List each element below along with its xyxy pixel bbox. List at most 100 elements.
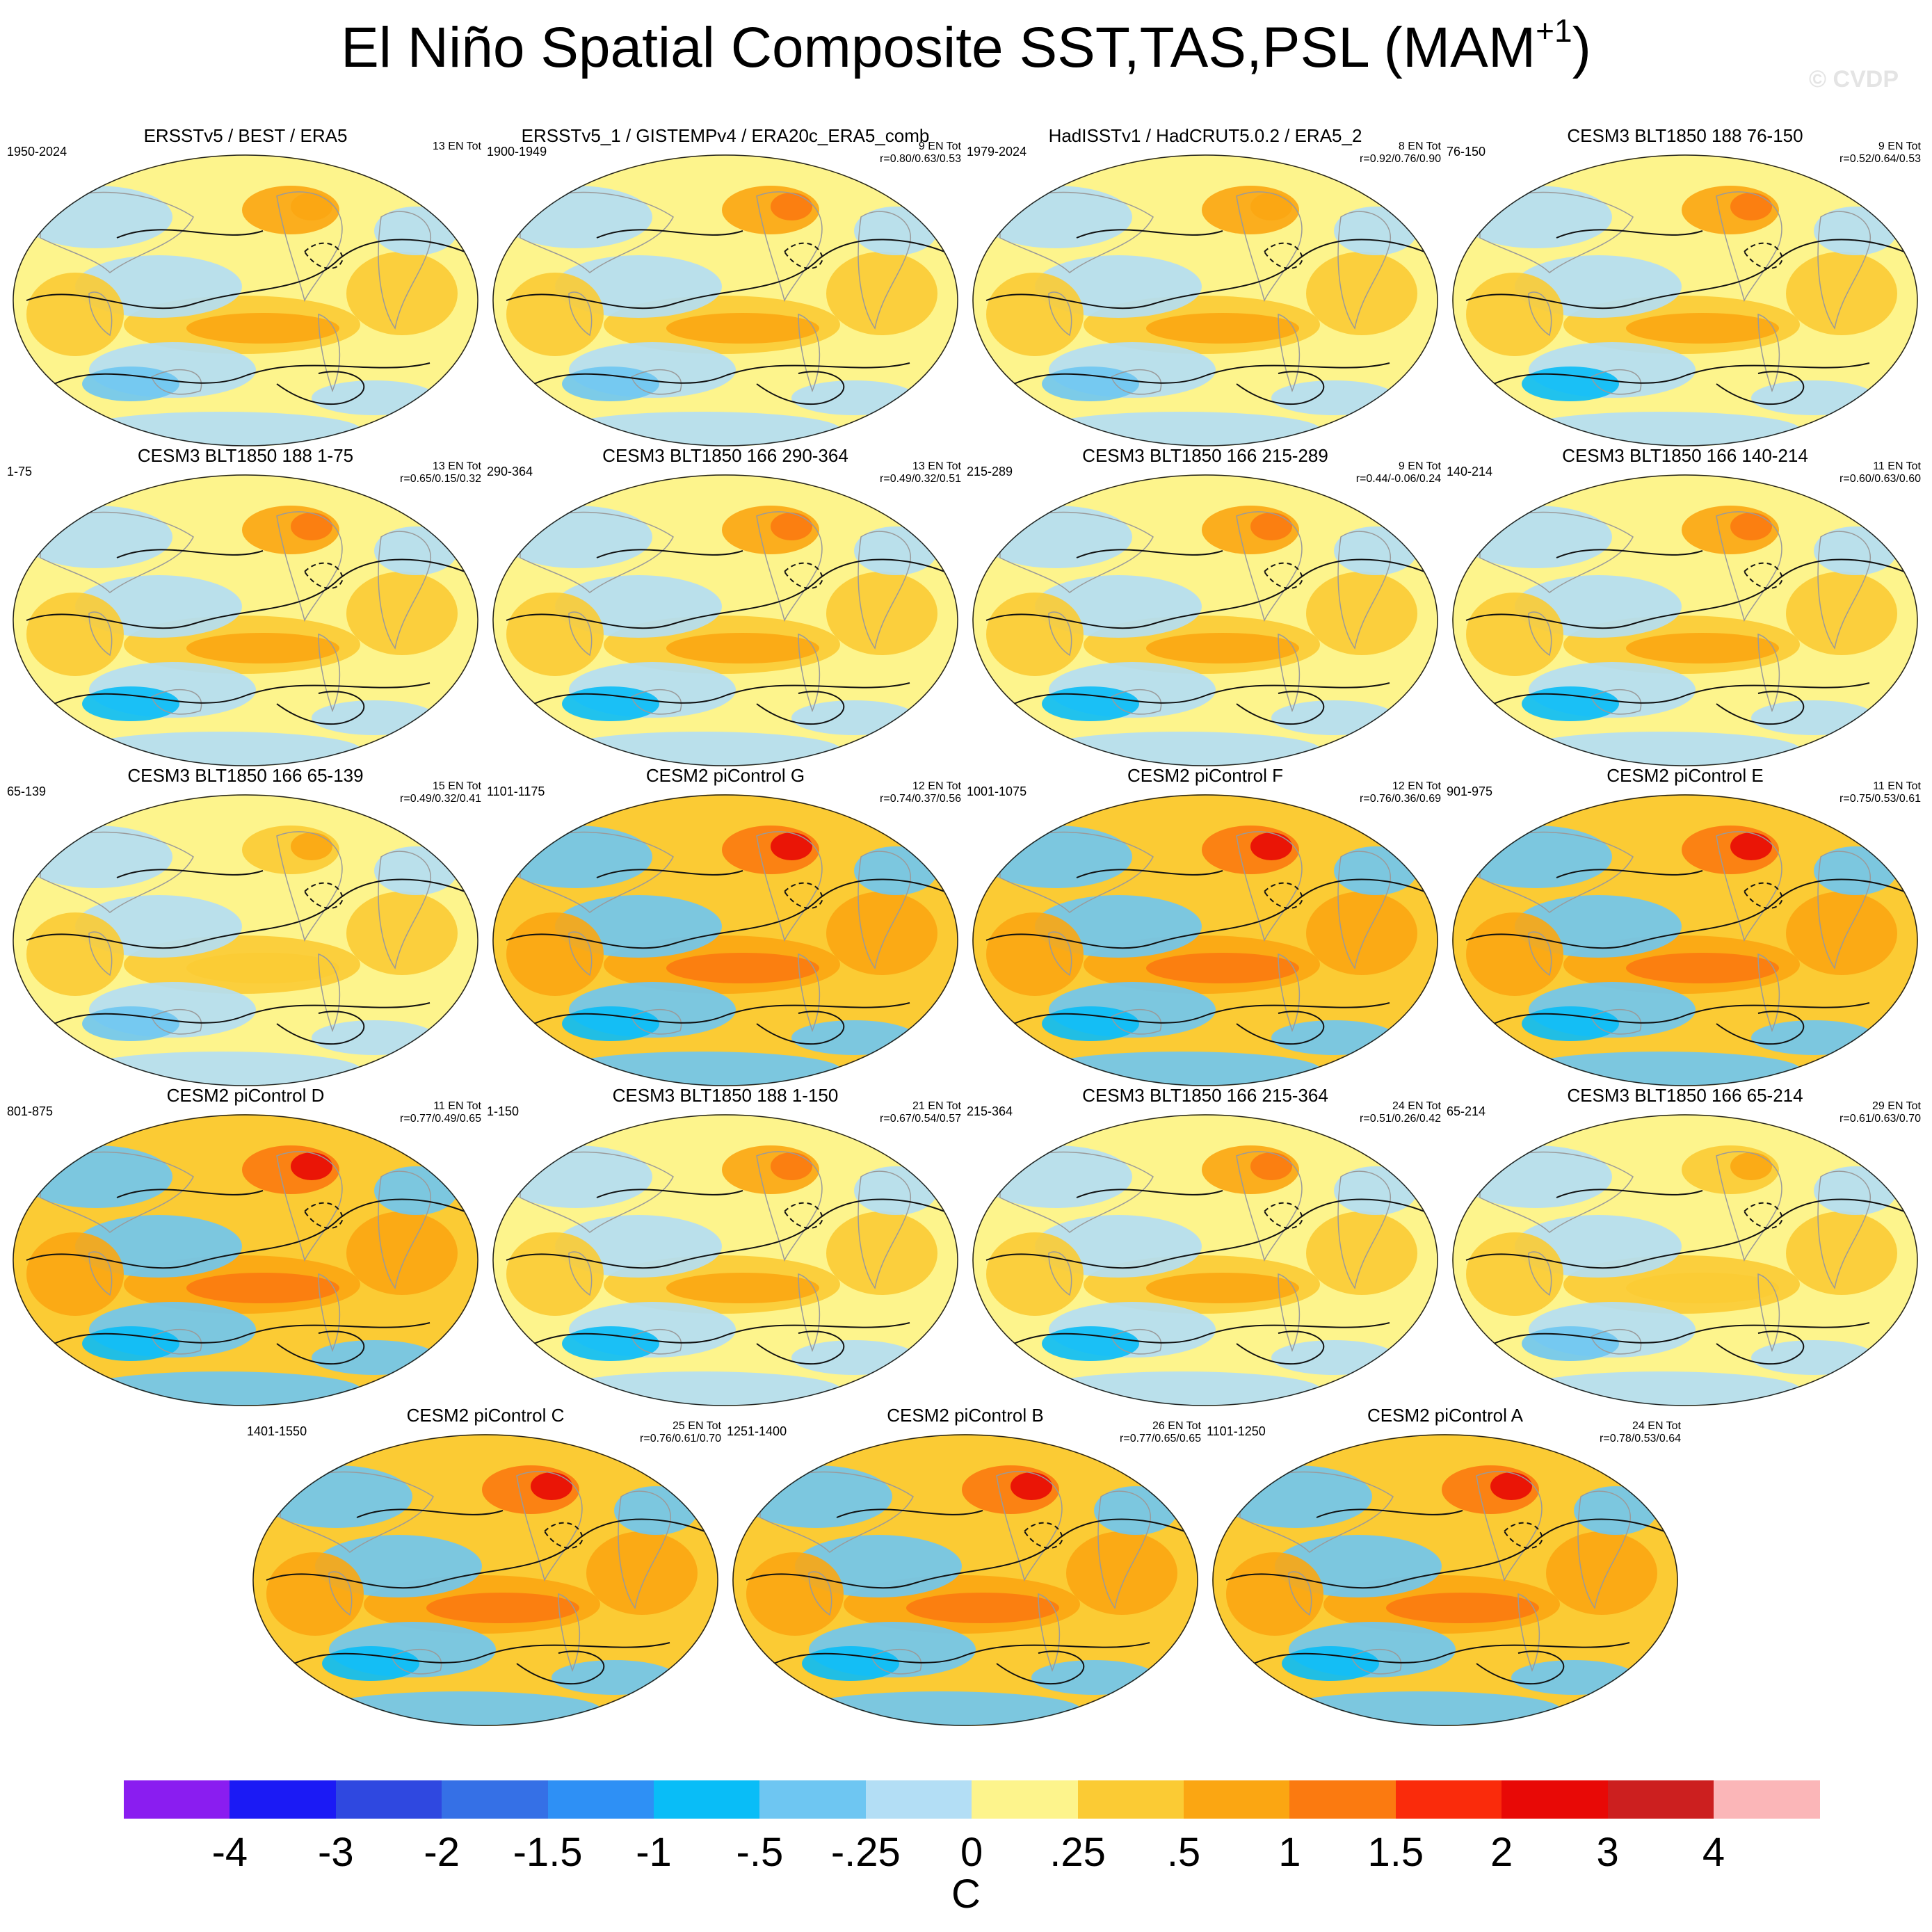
psl-contour	[1493, 1002, 1870, 1024]
anomaly-region	[82, 1052, 360, 1086]
map-border	[732, 1434, 1198, 1726]
psl-contour	[293, 1642, 670, 1664]
coastline	[1716, 191, 1782, 303]
colorbar-tick-label: 0	[960, 1830, 983, 1875]
psl-contour	[1013, 362, 1390, 385]
coastline	[1337, 1170, 1392, 1289]
map-border	[972, 1114, 1438, 1406]
panel-en-total: 26 EN Tot	[1152, 1420, 1201, 1432]
psl-contour-negative	[1264, 882, 1304, 909]
anomaly-region	[1466, 912, 1563, 996]
panel-event-count: 21 EN Tot r=0.67/0.54/0.57	[880, 1100, 961, 1125]
map-border	[972, 794, 1438, 1086]
coastline	[151, 689, 202, 715]
coastline	[1278, 633, 1301, 713]
psl-contour	[836, 1508, 983, 1518]
psl-contour	[533, 1322, 910, 1344]
colorbar-swatch	[335, 1780, 442, 1819]
map-panel: CESM3 BLT1850 166 140-214 140-214 11 EN To…	[1445, 445, 1925, 772]
coastline	[1048, 291, 1072, 337]
map-plot	[492, 474, 958, 766]
anomaly-region	[791, 700, 917, 735]
psl-contour	[1476, 1650, 1565, 1685]
anomaly-region	[186, 953, 339, 983]
map-plot	[1212, 1434, 1678, 1726]
coastline	[520, 1151, 674, 1233]
anomaly-region	[1250, 832, 1292, 860]
psl-contour	[1465, 558, 1905, 629]
anomaly-region	[746, 1552, 844, 1636]
map-border	[1212, 1434, 1678, 1726]
panel-pattern-correlation: r=0.77/0.49/0.65	[400, 1113, 481, 1125]
anomaly-region	[1511, 1660, 1636, 1695]
panel-title: CESM2 piControl F	[1127, 765, 1283, 786]
map-border	[492, 154, 958, 446]
map-plot	[13, 1114, 478, 1406]
coastline	[1337, 211, 1392, 330]
figure-title-sup: +1	[1536, 12, 1572, 49]
panel-event-count: 25 EN Tot r=0.76/0.61/0.70	[640, 1420, 721, 1445]
panel-title: CESM2 piControl E	[1607, 765, 1764, 786]
map-panel: CESM2 piControl D 801-875 11 EN Tot r=0.77/…	[6, 1085, 485, 1412]
coastline	[88, 291, 113, 337]
psl-contour	[506, 558, 945, 629]
psl-contour	[1236, 371, 1325, 405]
anomaly-region	[1250, 193, 1292, 220]
panel-title: HadISSTv1 / HadCRUT5.0.2 / ERA5_2	[1048, 125, 1362, 146]
psl-contour	[985, 239, 1425, 309]
anomaly-region	[1146, 1273, 1299, 1303]
panel-event-count: 11 EN Tot r=0.75/0.53/0.61	[1840, 780, 1921, 805]
panel-en-total: 9 EN Tot	[1878, 140, 1921, 152]
anomaly-region	[266, 1552, 364, 1636]
anomaly-region	[1466, 1232, 1563, 1316]
coastline	[1337, 851, 1392, 969]
anomaly-region	[826, 892, 937, 975]
anomaly-region	[771, 832, 812, 860]
map-panel: CESM2 piControl F 1001-1075 12 EN Tot r=0.7…	[965, 765, 1445, 1092]
anomaly-region	[312, 1340, 437, 1375]
map-plot	[252, 1434, 718, 1726]
psl-contour-negative	[1744, 242, 1784, 269]
coastline	[516, 1471, 583, 1582]
panel-title: CESM3 BLT1850 188 76-150	[1567, 125, 1803, 146]
coastline	[1111, 369, 1162, 395]
coastline	[858, 851, 912, 969]
map-border	[492, 794, 958, 1086]
panel-en-total: 24 EN Tot	[1632, 1420, 1681, 1432]
anomaly-region	[1786, 892, 1897, 975]
map-border	[972, 474, 1438, 766]
colorbar-swatch	[547, 1780, 654, 1819]
psl-contour-negative	[544, 1522, 584, 1549]
panel-pattern-correlation: r=0.65/0.15/0.32	[400, 473, 481, 485]
coastline	[1337, 531, 1392, 650]
coastline	[1817, 531, 1871, 650]
map-panel: CESM3 BLT1850 166 215-364 215-364 24 EN To…	[965, 1085, 1445, 1412]
panel-en-total: 12 EN Tot	[1392, 780, 1441, 792]
map-panel: CESM3 BLT1850 188 1-150 1-150 21 EN Tot r=0…	[485, 1085, 965, 1412]
psl-contour	[596, 1189, 743, 1198]
map-border	[492, 474, 958, 766]
coastline	[1591, 369, 1642, 395]
anomaly-region	[826, 572, 937, 655]
coastline	[276, 1151, 343, 1262]
coastline	[276, 511, 343, 622]
psl-contour	[1236, 691, 1325, 725]
panel-years: 215-364	[967, 1104, 1013, 1118]
psl-contour	[985, 878, 1425, 949]
anomaly-region	[1751, 1020, 1876, 1055]
psl-contour	[596, 869, 743, 878]
map-plot	[492, 154, 958, 446]
anomaly-region	[1146, 953, 1299, 983]
psl-contour-negative	[1264, 562, 1304, 589]
map-plot	[972, 474, 1438, 766]
anomaly-region	[291, 513, 332, 540]
psl-contour	[985, 1198, 1425, 1269]
map-plot	[1452, 1114, 1918, 1406]
coastline	[999, 511, 1154, 593]
psl-contour	[1253, 1642, 1630, 1664]
coastline	[276, 831, 343, 942]
coastline	[40, 191, 194, 273]
anomaly-region	[1271, 1020, 1396, 1055]
coastline	[1236, 1151, 1303, 1262]
panel-pattern-correlation: r=0.67/0.54/0.57	[880, 1113, 961, 1125]
